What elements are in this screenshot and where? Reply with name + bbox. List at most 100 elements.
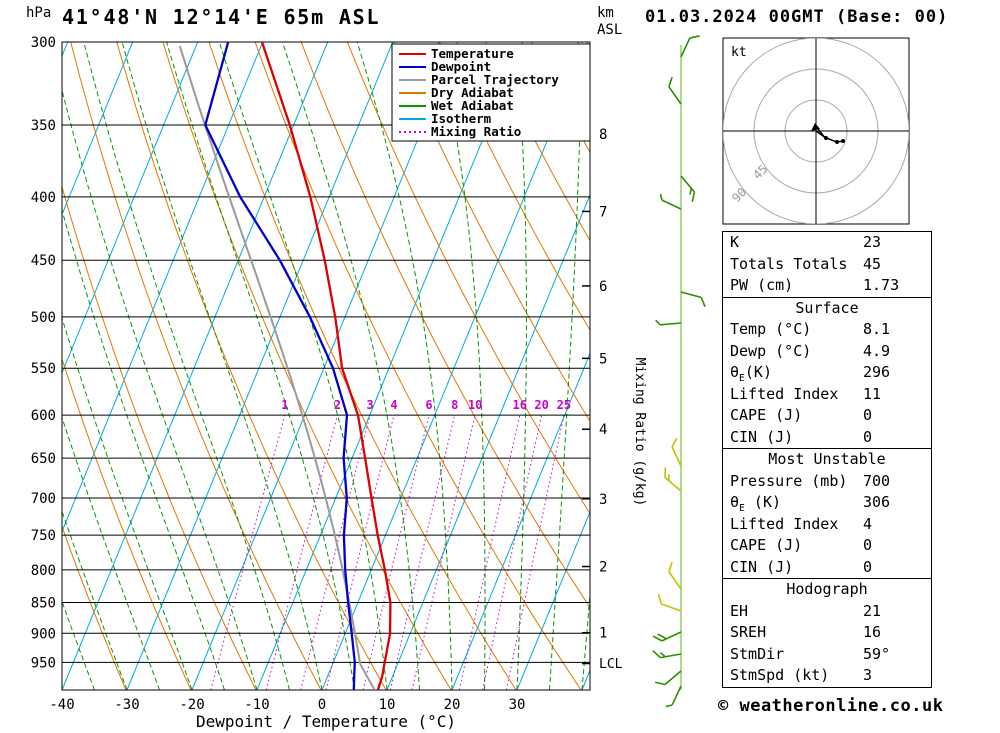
stats-row: Totals Totals 45 [723, 254, 931, 276]
pressure-tick-label: 850 [31, 596, 56, 612]
mixing-ratio-value: 25 [557, 398, 571, 412]
stats-label: CAPE (J) [730, 406, 803, 424]
hodograph-unit-label: kt [731, 45, 747, 60]
km-tick-label: 6 [599, 279, 607, 295]
wet-adiabat [647, 42, 712, 690]
wind-barb [665, 685, 682, 708]
mixing-ratio-line [389, 414, 456, 690]
mixing-ratio-value-labels: 1 2 3 4 6 8 10 16 20 25 [281, 398, 571, 412]
stats-panel: K 23 Totals Totals 45 PW (cm) 1.73 [722, 231, 932, 298]
stats-row: CIN (J) 0 [723, 427, 931, 449]
mixing-ratio-line [265, 414, 338, 690]
wet-adiabat [615, 42, 686, 690]
lcl-label: LCL [599, 657, 623, 672]
mixing-ratio-value: 6 [425, 398, 432, 412]
wet-adiabat [62, 208, 225, 690]
pressure-tick-label: 600 [31, 408, 56, 424]
stats-value: 59° [863, 644, 891, 663]
stats-label: θE (K) [730, 493, 782, 514]
legend-label: Wet Adiabat [431, 98, 514, 113]
isotherm [62, 42, 199, 375]
stats-value: 11 [863, 384, 882, 403]
wind-barb [652, 631, 682, 642]
wet-adiabat [438, 42, 486, 690]
stats-row: PW (cm) 1.73 [723, 275, 931, 297]
isotherm [516, 510, 590, 690]
legend-label: Mixing Ratio [431, 124, 521, 139]
stats-panel-header: Hodograph [786, 580, 868, 598]
wet-adiabat [83, 42, 290, 690]
km-axis-ticks: 8 7 6 5 4 3 2 1 [582, 127, 607, 665]
wet-adiabat [62, 509, 128, 690]
stats-row: CIN (J) 0 [723, 557, 931, 579]
mixing-ratio-value: 4 [390, 398, 397, 412]
km-tick-label: 3 [599, 492, 607, 508]
stats-value: 306 [863, 493, 891, 511]
wind-barb [659, 193, 682, 210]
mixing-ratio-value: 10 [468, 398, 482, 412]
hodograph-trace-line [815, 130, 844, 143]
stats-row: Pressure (mb) 700 [723, 471, 931, 493]
mixing-ratio-value: 8 [451, 398, 458, 412]
stats-value: 3 [863, 666, 873, 684]
wind-barb [652, 650, 682, 659]
stats-value: 0 [863, 427, 873, 446]
isotherm [191, 42, 459, 690]
stats-value: 0 [863, 536, 873, 554]
legend-label: Isotherm [431, 111, 492, 126]
wind-barb [668, 562, 682, 590]
pressure-tick-label: 700 [31, 491, 56, 507]
mixing-ratio-line [210, 414, 286, 690]
isotherm [62, 42, 134, 216]
mixing-ratio-line [300, 414, 371, 690]
sounding-profiles [178, 42, 392, 690]
wind-barb [657, 594, 682, 612]
stats-panels: K 23 Totals Totals 45 PW (cm) 1.73 Surface Temp… [722, 231, 932, 688]
copyright: © weatheronline.co.uk [718, 696, 944, 716]
dry-adiabat [62, 185, 257, 690]
isotherm [386, 193, 590, 690]
stats-row: Lifted Index 11 [723, 384, 931, 406]
pressure-tick-label: 350 [31, 118, 56, 134]
temp-tick-label: 10 [379, 697, 396, 713]
km-tick-label: 1 [599, 626, 607, 642]
stats-label: Pressure (mb) [730, 471, 848, 490]
wind-barb [654, 670, 682, 686]
stats-label: CIN (J) [730, 557, 794, 576]
km-tick-label: 7 [599, 204, 607, 220]
stats-value: 4.9 [863, 341, 891, 360]
stats-label: Lifted Index [730, 514, 839, 533]
isotherm [451, 352, 590, 690]
pressure-tick-labels: 300 350 400 450 500 550 600 650 700 750 800 850 900 9… [31, 35, 56, 671]
temperature-tick-labels: -40 -30 -20 -10 0 10 20 30 [49, 697, 525, 713]
stats-value: 8.1 [863, 320, 891, 338]
temp-tick-label: 0 [318, 697, 326, 713]
stats-value: 21 [863, 601, 882, 620]
pressure-tick-label: 800 [31, 563, 56, 579]
stats-panel: Hodograph EH 21 SREH 16 StmDir 59° StmSpd (kt) 3 [722, 578, 932, 688]
mixing-ratio-value: 2 [334, 398, 341, 412]
dry-adiabat [62, 525, 127, 690]
km-axis-label-line2: ASL [597, 22, 622, 38]
wind-barb [680, 175, 696, 203]
stats-label: CAPE (J) [730, 536, 803, 554]
legend-label: Dewpoint [431, 59, 491, 74]
wind-barb [680, 35, 700, 58]
hodograph-trace [811, 123, 845, 144]
temp-tick-label: 30 [509, 697, 526, 713]
stats-row: SREH 16 [723, 622, 931, 644]
stats-value: 0 [863, 557, 873, 576]
x-axis-label: Dewpoint / Temperature (°C) [196, 712, 456, 731]
plot-border [61, 41, 591, 691]
pressure-tick-label: 300 [31, 35, 56, 51]
wind-barb [671, 437, 682, 467]
km-tick-label: 8 [599, 127, 607, 143]
dry-adiabat [485, 42, 590, 242]
hodograph-trace-dot [841, 139, 845, 143]
wet-adiabat [62, 88, 258, 690]
pressure-tick-label: 950 [31, 655, 56, 671]
wet-adiabat [581, 589, 590, 690]
wet-adiabat [62, 316, 193, 690]
